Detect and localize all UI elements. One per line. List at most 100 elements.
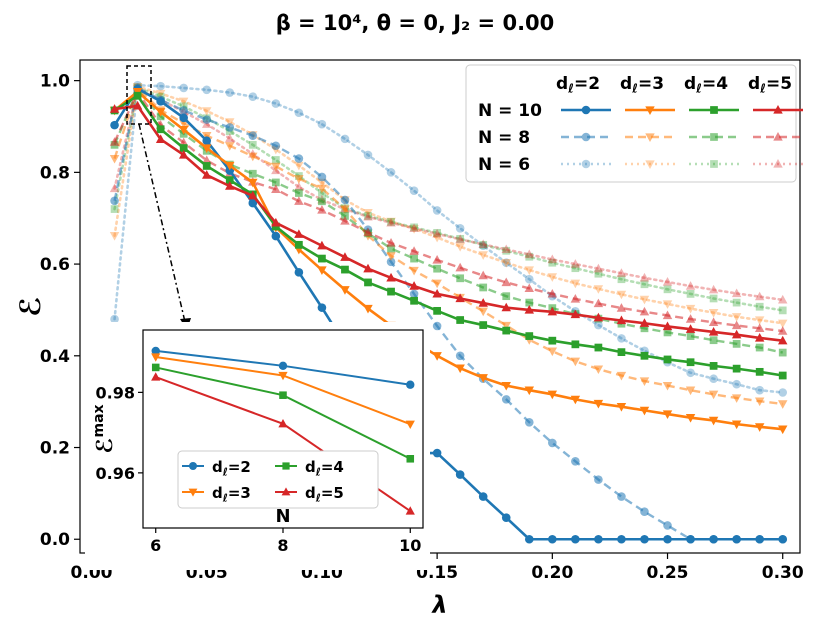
- legend-column-header: dℓ=2: [556, 74, 600, 96]
- data-point: [294, 182, 304, 191]
- data-point: [686, 368, 695, 378]
- data-point: [201, 132, 212, 141]
- data-point: [593, 399, 604, 409]
- data-point: [708, 327, 719, 336]
- data-point: [525, 252, 534, 261]
- data-point: [501, 513, 511, 522]
- data-point: [109, 137, 120, 146]
- data-point: [685, 314, 696, 323]
- y-tick-label: 0.8: [40, 163, 70, 183]
- data-point: [640, 507, 649, 517]
- data-point: [547, 306, 558, 316]
- data-point: [571, 340, 580, 349]
- x-axis-label: λ: [430, 591, 447, 619]
- legend-column-header: dℓ=3: [620, 74, 664, 96]
- data-point: [110, 314, 119, 324]
- series-line-N10-d5: [114, 104, 783, 342]
- data-point: [686, 332, 695, 340]
- inset-y-axis-label: ℰmax: [91, 404, 118, 453]
- data-point: [409, 223, 419, 232]
- data-point: [109, 183, 120, 193]
- data-point: [478, 270, 488, 280]
- data-point: [455, 293, 465, 303]
- data-point: [547, 390, 558, 400]
- data-point: [570, 357, 581, 367]
- legend-row-label: N = 10: [478, 101, 542, 121]
- data-point: [685, 414, 696, 423]
- data-point: [732, 534, 741, 544]
- data-point: [617, 534, 626, 544]
- data-point: [455, 224, 465, 233]
- data-point: [386, 252, 396, 261]
- data-point: [501, 381, 511, 391]
- data-point: [755, 343, 764, 352]
- data-point: [593, 365, 604, 375]
- data-point: [386, 257, 396, 267]
- data-point: [547, 288, 558, 298]
- data-point: [341, 212, 349, 220]
- data-point: [156, 125, 165, 134]
- data-point: [409, 289, 419, 299]
- data-point: [248, 190, 258, 200]
- data-point: [156, 96, 165, 106]
- data-point: [110, 196, 119, 206]
- data-point: [502, 326, 511, 335]
- data-point: [708, 390, 719, 400]
- data-point: [732, 298, 741, 307]
- data-point: [593, 285, 604, 294]
- data-point: [777, 335, 788, 345]
- data-point: [593, 298, 604, 308]
- inset-data-point: [278, 361, 288, 371]
- inset-data-point: [406, 380, 415, 389]
- data-point: [248, 152, 258, 162]
- data-point: [548, 258, 557, 267]
- data-point: [639, 272, 650, 282]
- data-point: [202, 115, 212, 124]
- legend-column-header: dℓ=4: [684, 74, 728, 96]
- data-point: [248, 92, 258, 101]
- data-point: [456, 274, 465, 283]
- inset-legend-marker: [281, 487, 291, 496]
- data-point: [479, 240, 488, 249]
- x-tick-label: 0.20: [531, 563, 573, 583]
- data-point: [570, 309, 581, 319]
- data-point: [248, 198, 258, 208]
- data-point: [294, 268, 304, 277]
- inset-y-tick-label: 0.96: [96, 464, 135, 483]
- legend-marker: [645, 106, 655, 115]
- data-point: [778, 371, 787, 380]
- data-point: [225, 181, 235, 190]
- data-point: [571, 534, 580, 544]
- data-point: [201, 107, 212, 116]
- data-point: [501, 321, 511, 331]
- data-point: [455, 262, 465, 272]
- data-point: [524, 283, 535, 293]
- data-point: [225, 88, 235, 97]
- series-line-N6-d3: [113, 84, 785, 325]
- data-point: [409, 186, 419, 196]
- data-point: [432, 206, 442, 215]
- data-point: [640, 534, 649, 544]
- data-point: [432, 448, 442, 458]
- data-point: [685, 324, 696, 333]
- data-point: [340, 205, 350, 214]
- data-point: [479, 283, 488, 292]
- data-point: [570, 259, 581, 268]
- data-point: [685, 304, 696, 314]
- data-point: [294, 154, 304, 163]
- data-point: [340, 216, 350, 225]
- data-point: [179, 106, 188, 115]
- legend-marker: [710, 160, 718, 168]
- data-point: [662, 321, 673, 331]
- inset-x-axis-label: N: [275, 506, 290, 527]
- data-point: [271, 156, 280, 164]
- data-point: [547, 254, 558, 264]
- data-point: [501, 277, 511, 287]
- data-point: [778, 534, 788, 544]
- data-point: [501, 258, 511, 268]
- data-point: [686, 358, 695, 367]
- data-point: [778, 306, 787, 315]
- inset-data-point: [278, 418, 288, 428]
- data-point: [663, 285, 672, 294]
- legend: dℓ=2 dℓ=3 dℓ=4 dℓ=5 N = 10 N = 8 N = 6: [465, 64, 803, 183]
